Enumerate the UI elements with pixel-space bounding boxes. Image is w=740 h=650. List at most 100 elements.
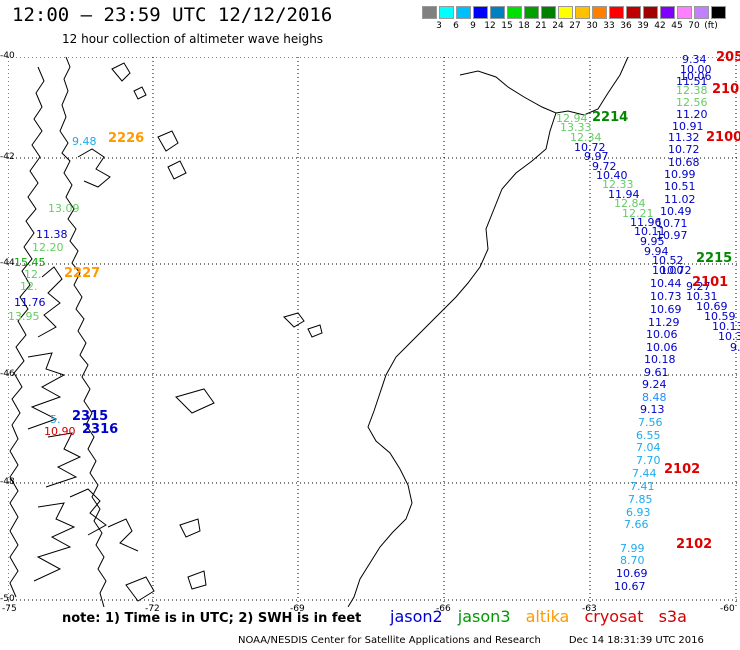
wave-height-label: 10.13 xyxy=(712,320,740,333)
footer: NOAA/NESDIS Center for Satellite Applica… xyxy=(238,635,704,646)
wave-height-label: 11.51 xyxy=(676,75,708,88)
pass-time-label: 2102 xyxy=(664,462,701,477)
pass-time-label: 2316 xyxy=(82,422,119,437)
map-canvas xyxy=(8,57,740,607)
lat-label-48: -48 xyxy=(0,477,15,487)
wave-height-label: 10.44 xyxy=(650,277,682,290)
wave-height-label: 7.56 xyxy=(638,416,663,429)
map-title: 12:00 – 23:59 UTC 12/12/2016 xyxy=(12,4,333,26)
color-scale-label: 3 xyxy=(436,21,442,31)
wave-height-label: 10.31 xyxy=(686,290,718,303)
lat-label-40: -40 xyxy=(0,51,15,61)
color-scale-swatch xyxy=(575,6,590,19)
pass-time-label: 2215 xyxy=(696,251,733,266)
color-scale-swatch xyxy=(439,6,454,19)
wave-height-label: 13.95 xyxy=(8,310,40,323)
wave-height-label: 12.56 xyxy=(676,96,708,109)
lon-label-66: -66 xyxy=(436,604,451,614)
footer-timestamp: Dec 14 18:31:39 UTC 2016 xyxy=(568,635,704,646)
color-scale-label: 27 xyxy=(569,21,581,31)
wave-height-label: 12.84 xyxy=(614,197,646,210)
chile-coastline xyxy=(9,57,215,607)
color-scale-swatch xyxy=(609,6,624,19)
wave-height-label: 12. xyxy=(20,280,38,293)
wave-height-label: 10.59 xyxy=(704,310,736,323)
color-scale-swatch xyxy=(507,6,522,19)
wave-height-label: 9.48 xyxy=(72,135,97,148)
wave-height-label: 12. xyxy=(24,268,42,281)
wave-height-label: 9.97 xyxy=(584,150,609,163)
wave-height-label: 5. xyxy=(50,413,61,426)
color-scale-swatch xyxy=(711,6,726,19)
wave-height-label: 10.51 xyxy=(664,180,696,193)
wave-height-label: 9.27 xyxy=(686,280,711,293)
wave-height-label: 10.71 xyxy=(656,217,688,230)
lat-label-46: -46 xyxy=(0,369,15,379)
satellite-legend: jason2 jason3 altika cryosat s3a xyxy=(390,607,697,626)
wave-height-label: 7.04 xyxy=(636,441,661,454)
wave-height-label: 9.24 xyxy=(642,378,667,391)
wave-height-label: 9.94 xyxy=(644,245,669,258)
wave-height-label: 10.72 xyxy=(660,264,692,277)
wave-height-label: 7.66 xyxy=(624,518,649,531)
pass-time-label: 2102 xyxy=(676,537,713,552)
color-scale-swatch xyxy=(592,6,607,19)
wave-height-label: 6.55 xyxy=(636,429,661,442)
pass-time-label: 2100 xyxy=(706,130,740,145)
wave-height-label: 10.72 xyxy=(574,141,606,154)
wave-height-label: 7.44 xyxy=(632,467,657,480)
wave-height-label: 12.38 xyxy=(676,84,708,97)
wave-height-label: 11.02 xyxy=(664,193,696,206)
map-area xyxy=(8,57,740,607)
wave-height-label: 10.67 xyxy=(614,580,646,593)
wave-height-label: 9.72 xyxy=(592,160,617,173)
wave-height-label: 10.68 xyxy=(668,156,700,169)
pass-time-label: 2214 xyxy=(592,110,629,125)
color-scale-label: (ft) xyxy=(704,21,718,31)
wave-height-label: 7.99 xyxy=(620,542,645,555)
legend-jason3: jason3 xyxy=(457,607,511,626)
wave-height-label: 10.3 xyxy=(718,330,740,343)
wave-height-label: 9.13 xyxy=(640,403,665,416)
pass-time-label: 2101 xyxy=(692,275,729,290)
wave-height-label: 13.09 xyxy=(48,202,80,215)
wave-height-label: 10.69 xyxy=(650,303,682,316)
color-scale-swatch xyxy=(490,6,505,19)
wave-height-label: 12.33 xyxy=(602,178,634,191)
wave-height-label: 10.90 xyxy=(44,425,76,438)
color-scale-swatch xyxy=(456,6,471,19)
legend-cryosat: cryosat xyxy=(584,607,644,626)
color-scale-label: 15 xyxy=(501,21,513,31)
wave-height-label: 11.20 xyxy=(676,108,708,121)
color-scale-swatch xyxy=(677,6,692,19)
legend-jason2: jason2 xyxy=(390,607,443,626)
color-scale-label: 9 xyxy=(470,21,476,31)
color-scale-label: 36 xyxy=(620,21,632,31)
wave-height-label: 10.72 xyxy=(668,143,700,156)
color-scale-label: 39 xyxy=(637,21,649,31)
footnote: note: 1) Time is in UTC; 2) SWH is in fe… xyxy=(62,611,362,626)
wave-height-label: 12.20 xyxy=(32,241,64,254)
wave-height-label: 7.41 xyxy=(630,480,655,493)
wave-height-label: 10.69 xyxy=(696,300,728,313)
wave-height-label: 10.06 xyxy=(646,328,678,341)
wave-height-label: 11.38 xyxy=(36,228,68,241)
color-scale-label: 42 xyxy=(654,21,666,31)
color-scale-label: 70 xyxy=(688,21,700,31)
wave-height-label: 11.29 xyxy=(648,316,680,329)
wave-height-label: 10.97 xyxy=(656,229,688,242)
legend-altika: altika xyxy=(525,607,570,626)
wave-height-label: 12.21 xyxy=(622,207,654,220)
color-scale-label: 30 xyxy=(586,21,598,31)
wave-height-label: 10.40 xyxy=(596,169,628,182)
wave-height-label: 10.49 xyxy=(660,205,692,218)
wave-height-label: 9.95 xyxy=(640,235,665,248)
wave-height-label: 12.34 xyxy=(570,131,602,144)
color-scale-label: 6 xyxy=(453,21,459,31)
color-scale-swatch xyxy=(694,6,709,19)
wave-height-label: 12.94 xyxy=(556,112,588,125)
color-scale-label: 45 xyxy=(671,21,683,31)
lon-label-75: -75 xyxy=(2,604,17,614)
map-subtitle: 12 hour collection of altimeter wave hei… xyxy=(62,32,324,46)
lat-label-50: -50 xyxy=(0,594,15,604)
